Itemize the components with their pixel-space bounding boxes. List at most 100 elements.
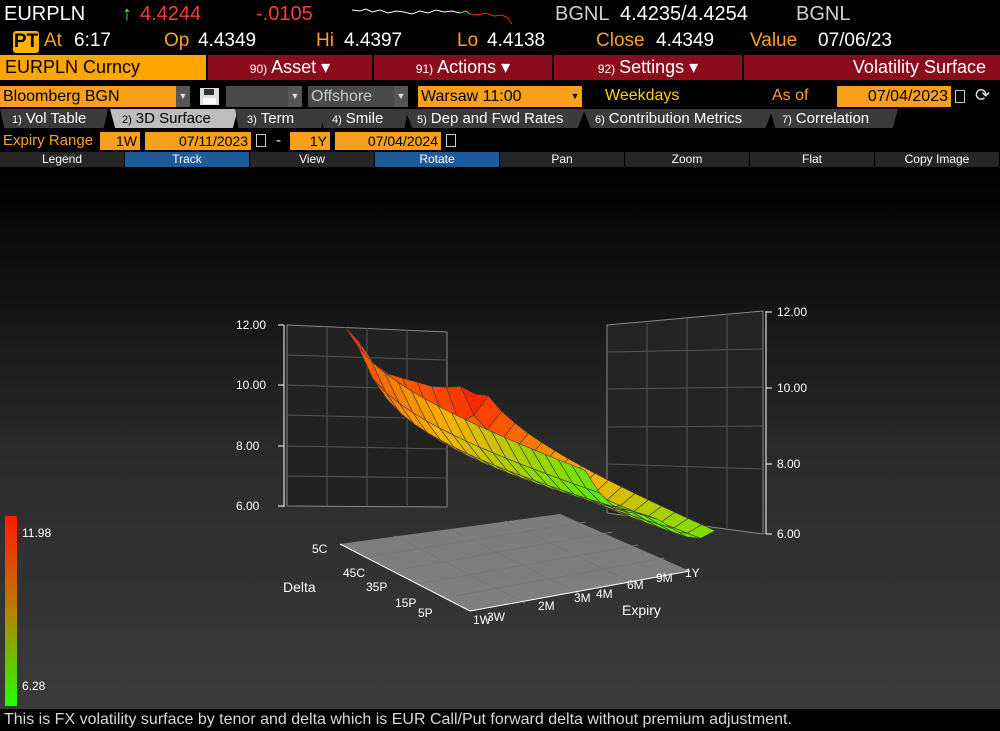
tab-label: Term xyxy=(260,110,295,127)
tab-label: Vol Table xyxy=(25,110,87,127)
left-z-tick: 8.00 xyxy=(236,439,260,453)
right-z-tick: 8.00 xyxy=(777,457,801,471)
calendar-icon[interactable] xyxy=(446,134,456,147)
tab-num: 6) xyxy=(595,114,605,126)
menu-label: Asset ▾ xyxy=(271,57,331,77)
bid-ask: 4.4235/4.4254 xyxy=(620,3,748,25)
calendar-icon[interactable] xyxy=(955,90,965,103)
calendar-icon[interactable] xyxy=(256,134,266,147)
tab-num: 2) xyxy=(122,114,132,126)
view-button[interactable]: View xyxy=(250,152,375,167)
save-icon[interactable] xyxy=(199,87,221,106)
expiry-tick: 9M xyxy=(656,571,673,585)
cut-select[interactable]: Warsaw 11:00 xyxy=(418,86,568,107)
expiry-tick: 1W xyxy=(473,613,492,627)
asset-menu[interactable]: 90) Asset ▾ xyxy=(206,55,372,80)
pan-button[interactable]: Pan xyxy=(500,152,625,167)
expiry-axis-label: Expiry xyxy=(622,602,661,618)
back-wall-right xyxy=(606,310,764,535)
tab-vol-table[interactable]: 1) Vol Table xyxy=(0,109,108,128)
left-z-ticks: 12.00 10.00 8.00 6.00 xyxy=(236,318,284,513)
chevron-down-icon[interactable]: ▼ xyxy=(288,86,302,107)
offshore-select[interactable]: Offshore xyxy=(308,86,394,107)
expiry-from-date[interactable]: 07/11/2023 xyxy=(145,132,251,150)
delta-axis xyxy=(339,543,471,612)
tab-label: 3D Surface xyxy=(135,110,211,127)
actions-menu[interactable]: 91) Actions ▾ xyxy=(372,55,552,80)
expiry-to-date[interactable]: 07/04/2024 xyxy=(335,132,441,150)
surface-cell xyxy=(570,464,601,494)
expiry-from-tenor[interactable]: 1W xyxy=(100,132,140,150)
tab-num: 5) xyxy=(417,114,427,126)
delta-tick: 5C xyxy=(312,542,328,556)
rotate-button[interactable]: Rotate xyxy=(375,152,500,167)
tab-correlation[interactable]: 7) Correlation xyxy=(770,109,898,128)
chevron-down-icon[interactable]: ▼ xyxy=(394,86,408,107)
copy-image-button[interactable]: Copy Image xyxy=(875,152,1000,167)
expiry-axis xyxy=(469,570,691,612)
tab-dep-fwd-rates[interactable]: 5) Dep and Fwd Rates xyxy=(405,109,585,128)
settings-menu[interactable]: 92) Settings ▾ xyxy=(552,55,742,80)
floor-grid xyxy=(365,520,665,604)
tab-smile[interactable]: 4) Smile xyxy=(320,109,408,128)
tab-label: Dep and Fwd Rates xyxy=(430,110,564,127)
low-value: 4.4138 xyxy=(487,30,546,51)
expiry-tick: 1Y xyxy=(685,566,700,580)
days-setting[interactable]: Weekdays xyxy=(605,87,680,104)
tab-term[interactable]: 3) Term xyxy=(235,109,325,128)
refresh-icon[interactable]: ⟳ xyxy=(975,85,991,105)
saved-view-select[interactable] xyxy=(226,86,288,107)
value-label: Value xyxy=(750,30,798,51)
footer-note: This is FX volatility surface by tenor a… xyxy=(4,711,792,728)
expiry-tick: 4M xyxy=(596,587,613,601)
right-z-tick: 6.00 xyxy=(777,527,801,541)
pricing-source-select[interactable]: Bloomberg BGN xyxy=(0,86,176,107)
color-legend-bar xyxy=(5,516,17,706)
right-z-tick: 12.00 xyxy=(777,305,807,319)
legend-max: 11.98 xyxy=(22,526,51,540)
tab-bar: 1) Vol Table 2) 3D Surface 3) Term 4) Smile … xyxy=(0,109,1000,129)
chevron-down-icon[interactable]: ▼ xyxy=(176,86,190,107)
expiry-range-label: Expiry Range xyxy=(3,132,94,149)
range-dash: - xyxy=(276,132,281,149)
flat-button[interactable]: Flat xyxy=(750,152,875,167)
expiry-to-tenor[interactable]: 1Y xyxy=(290,132,330,150)
left-z-tick: 12.00 xyxy=(236,318,266,332)
left-z-tick: 6.00 xyxy=(236,499,260,513)
surface-chart-area[interactable]: 12.00 10.00 8.00 6.00 12.00 10.00 8.00 6.00 5C… xyxy=(0,169,1000,709)
expiry-tick: 2M xyxy=(538,599,555,613)
close-value: 4.4349 xyxy=(656,30,715,51)
open-label: Op xyxy=(164,30,190,51)
expiry-tick: 6M xyxy=(627,578,644,592)
ticker: EURPLN xyxy=(4,3,86,25)
expiry-tick: 3M xyxy=(574,591,591,605)
tab-contribution-metrics[interactable]: 6) Contribution Metrics xyxy=(583,109,773,128)
track-button[interactable]: Track xyxy=(125,152,250,167)
security-name[interactable]: EURPLN Curncy xyxy=(0,55,206,80)
delta-tick: 5P xyxy=(418,606,433,620)
source-bar: Bloomberg BGN ▼ ▼ Offshore ▼ Warsaw 11:0… xyxy=(0,85,1000,108)
menu-num: 92) xyxy=(597,62,616,76)
tab-num: 1) xyxy=(12,114,22,126)
tab-num: 3) xyxy=(247,114,257,126)
sparkline xyxy=(352,8,513,25)
menu-label: Actions ▾ xyxy=(437,57,511,77)
vol-surface-svg[interactable]: 12.00 10.00 8.00 6.00 12.00 10.00 8.00 6.00 5C… xyxy=(0,169,1000,709)
function-title: Volatility Surface xyxy=(742,55,1000,80)
at-label: At xyxy=(44,30,62,51)
tab-3d-surface[interactable]: 2) 3D Surface xyxy=(110,109,238,128)
expiry-range-bar: Expiry Range 1W 07/11/2023 - 1Y 07/04/20… xyxy=(0,131,1000,151)
menu-num: 91) xyxy=(415,62,434,76)
source-code-2: BGNL xyxy=(796,3,851,25)
high-value: 4.4397 xyxy=(344,30,403,51)
source-code: BGNL xyxy=(555,3,610,25)
legend-button[interactable]: Legend xyxy=(0,152,125,167)
close-label: Close xyxy=(596,30,645,51)
left-z-tick: 10.00 xyxy=(236,378,266,392)
chevron-down-icon[interactable]: ▼ xyxy=(568,86,582,107)
delta-tick: 45C xyxy=(343,566,365,580)
market-badge-icon[interactable]: PT xyxy=(13,31,39,53)
tab-label: Contribution Metrics xyxy=(608,110,743,127)
as-of-date-input[interactable]: 07/04/2023 xyxy=(837,86,951,107)
zoom-button[interactable]: Zoom xyxy=(625,152,750,167)
